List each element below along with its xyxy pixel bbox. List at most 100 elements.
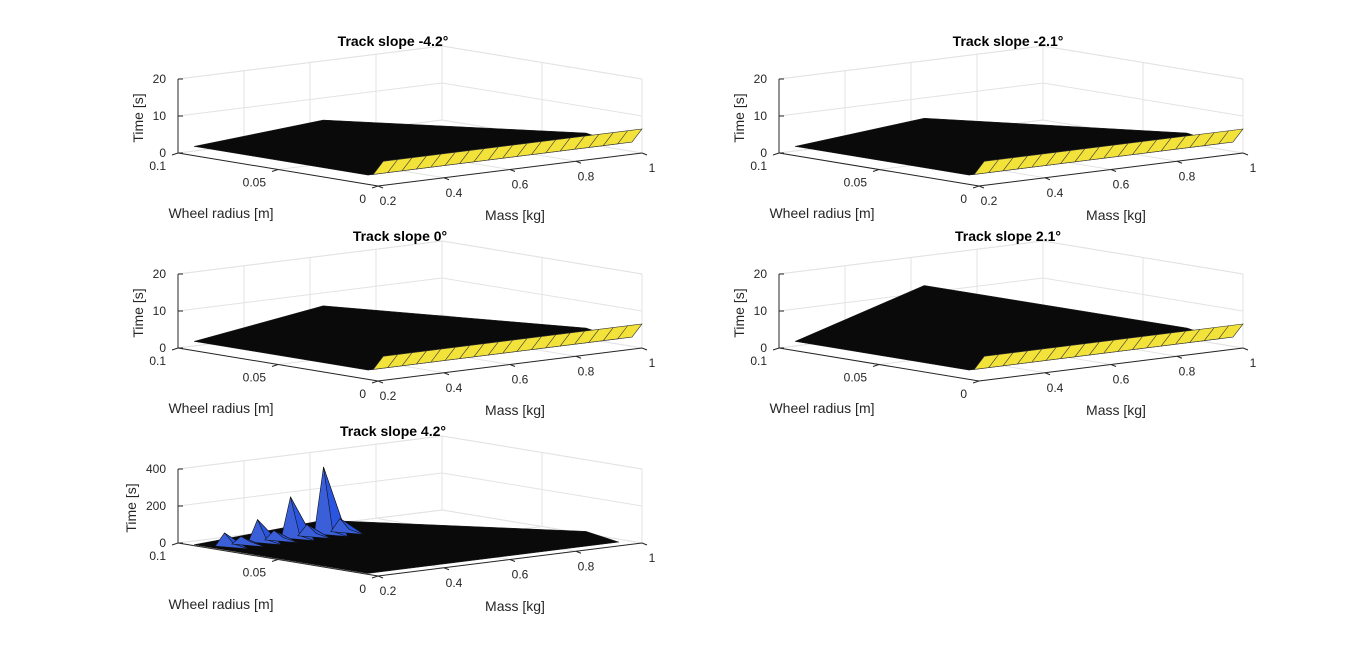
ridge-mesh-line — [387, 159, 398, 173]
ridge-mesh-line — [1045, 347, 1057, 361]
ridge-mesh-line — [401, 352, 413, 367]
ridge-mesh-line — [1103, 339, 1114, 354]
x-tick-label: 0.4 — [1047, 186, 1064, 200]
ridge-mesh-line — [1160, 137, 1172, 152]
z-tick-label: 20 — [754, 72, 768, 86]
ridge-mesh-line — [574, 135, 585, 150]
x-tick-mark — [509, 364, 516, 367]
ridge-mesh-line — [459, 345, 470, 359]
z-axis-label: Time [s] — [123, 483, 139, 532]
ridge-mesh-line — [559, 332, 571, 347]
z-tick-label: 10 — [153, 304, 167, 318]
x-tick-label: 0.6 — [1113, 178, 1130, 192]
y-tick-label: 0.1 — [149, 354, 166, 368]
x-axis-label: Mass [kg] — [1086, 402, 1146, 418]
ridge-mesh-line — [531, 336, 542, 350]
y-tick-mark — [371, 380, 379, 384]
ridge-mesh-line — [1017, 155, 1028, 170]
y-tick-label: 0 — [359, 192, 366, 206]
ridge-mesh-line — [1031, 348, 1043, 363]
y-tick-mark — [371, 575, 379, 579]
y-axis-label: Wheel radius [m] — [168, 596, 273, 612]
x-tick-mark — [1110, 169, 1117, 172]
z-axis-label: Time [s] — [130, 93, 146, 142]
ridge-mesh-line — [444, 152, 456, 166]
y-tick-label: 0 — [960, 387, 967, 401]
y-tick-label: 0.1 — [149, 549, 166, 563]
ridge-mesh-line — [1218, 325, 1229, 340]
x-tick-label: 0.2 — [981, 194, 998, 208]
subplot-title: Track slope 4.2° — [340, 423, 446, 439]
y-tick-label: 0 — [359, 387, 366, 401]
subplot-slope-2.1: Track slope 2.1° Time [s] Wheel radius [… — [731, 228, 1257, 418]
x-tick-mark — [575, 550, 582, 554]
axis-box-edge — [177, 240, 443, 275]
ridge-mesh-line — [1132, 336, 1143, 350]
surface-spike — [240, 536, 266, 548]
x-axis-label: Mass [kg] — [485, 598, 545, 614]
subplot-title: Track slope -2.1° — [953, 33, 1064, 49]
y-axis-label: Wheel radius [m] — [168, 400, 273, 416]
ridge-mesh-line — [1031, 153, 1043, 168]
ridge-mesh-line — [401, 157, 413, 172]
x-tick-label: 1 — [649, 356, 656, 370]
x-tick-label: 0.4 — [446, 186, 463, 200]
x-tick-label: 0.2 — [380, 389, 397, 403]
x-tick-mark — [1242, 347, 1249, 351]
ridge-mesh-line — [416, 155, 427, 170]
axis-box-edge — [1042, 240, 1244, 275]
ridge-mesh-line — [502, 144, 513, 159]
x-tick-label: 0.6 — [1113, 373, 1130, 387]
y-tick-mark — [872, 169, 880, 172]
x-tick-mark — [377, 185, 384, 189]
x-tick-label: 1 — [649, 551, 656, 565]
ridge-mesh-line — [1117, 143, 1129, 157]
x-tick-mark — [443, 372, 450, 376]
x-tick-label: 0.6 — [512, 178, 529, 192]
ridge-mesh-line — [516, 338, 528, 352]
ridge-mesh-line — [459, 150, 470, 164]
x-tick-label: 0.8 — [1179, 364, 1196, 378]
y-tick-mark — [872, 364, 880, 367]
ridge-mesh-line — [430, 153, 442, 168]
ridge-mesh-line — [1074, 148, 1086, 163]
y-tick-label: 0.05 — [243, 566, 267, 580]
x-tick-mark — [509, 169, 516, 172]
ridge-mesh-line — [545, 139, 556, 154]
y-tick-mark — [772, 347, 780, 351]
x-axis-label: Mass [kg] — [485, 207, 545, 223]
y-tick-label: 0 — [960, 192, 967, 206]
x-tick-label: 0.8 — [578, 364, 595, 378]
x-tick-label: 0.4 — [446, 381, 463, 395]
z-tick-label: 10 — [754, 109, 768, 123]
ridge-mesh-line — [1002, 352, 1014, 367]
axis-box-edge — [441, 45, 643, 80]
y-tick-mark — [171, 542, 179, 546]
x-tick-mark — [443, 567, 450, 571]
surface-spike — [339, 518, 365, 535]
ridge-mesh-line — [588, 134, 600, 148]
surface-spike — [273, 530, 299, 544]
x-tick-mark — [978, 185, 985, 189]
y-tick-label: 0.1 — [750, 159, 767, 173]
ridge-mesh-line — [1060, 150, 1071, 164]
y-tick-mark — [972, 185, 980, 189]
axis-box-edge — [441, 435, 643, 470]
z-tick-label: 10 — [153, 109, 167, 123]
ridge-mesh-line — [1146, 139, 1157, 154]
ridge-mesh-line — [603, 327, 614, 341]
ridge-mesh-line — [1002, 157, 1014, 172]
axis-box-edge — [1042, 45, 1244, 80]
ridge-mesh-line — [1189, 329, 1201, 343]
subplot-title: Track slope -4.2° — [338, 33, 449, 49]
z-tick-label: 20 — [754, 267, 768, 281]
x-tick-label: 0.8 — [578, 559, 595, 573]
ridge-mesh-line — [545, 334, 556, 349]
x-tick-label: 0.8 — [1179, 169, 1196, 183]
surface-spike — [323, 466, 348, 538]
ridge-mesh-line — [1103, 144, 1114, 159]
ridge-mesh-line — [1189, 134, 1201, 148]
axis-box-edge — [441, 240, 643, 275]
x-tick-label: 1 — [1250, 161, 1257, 175]
